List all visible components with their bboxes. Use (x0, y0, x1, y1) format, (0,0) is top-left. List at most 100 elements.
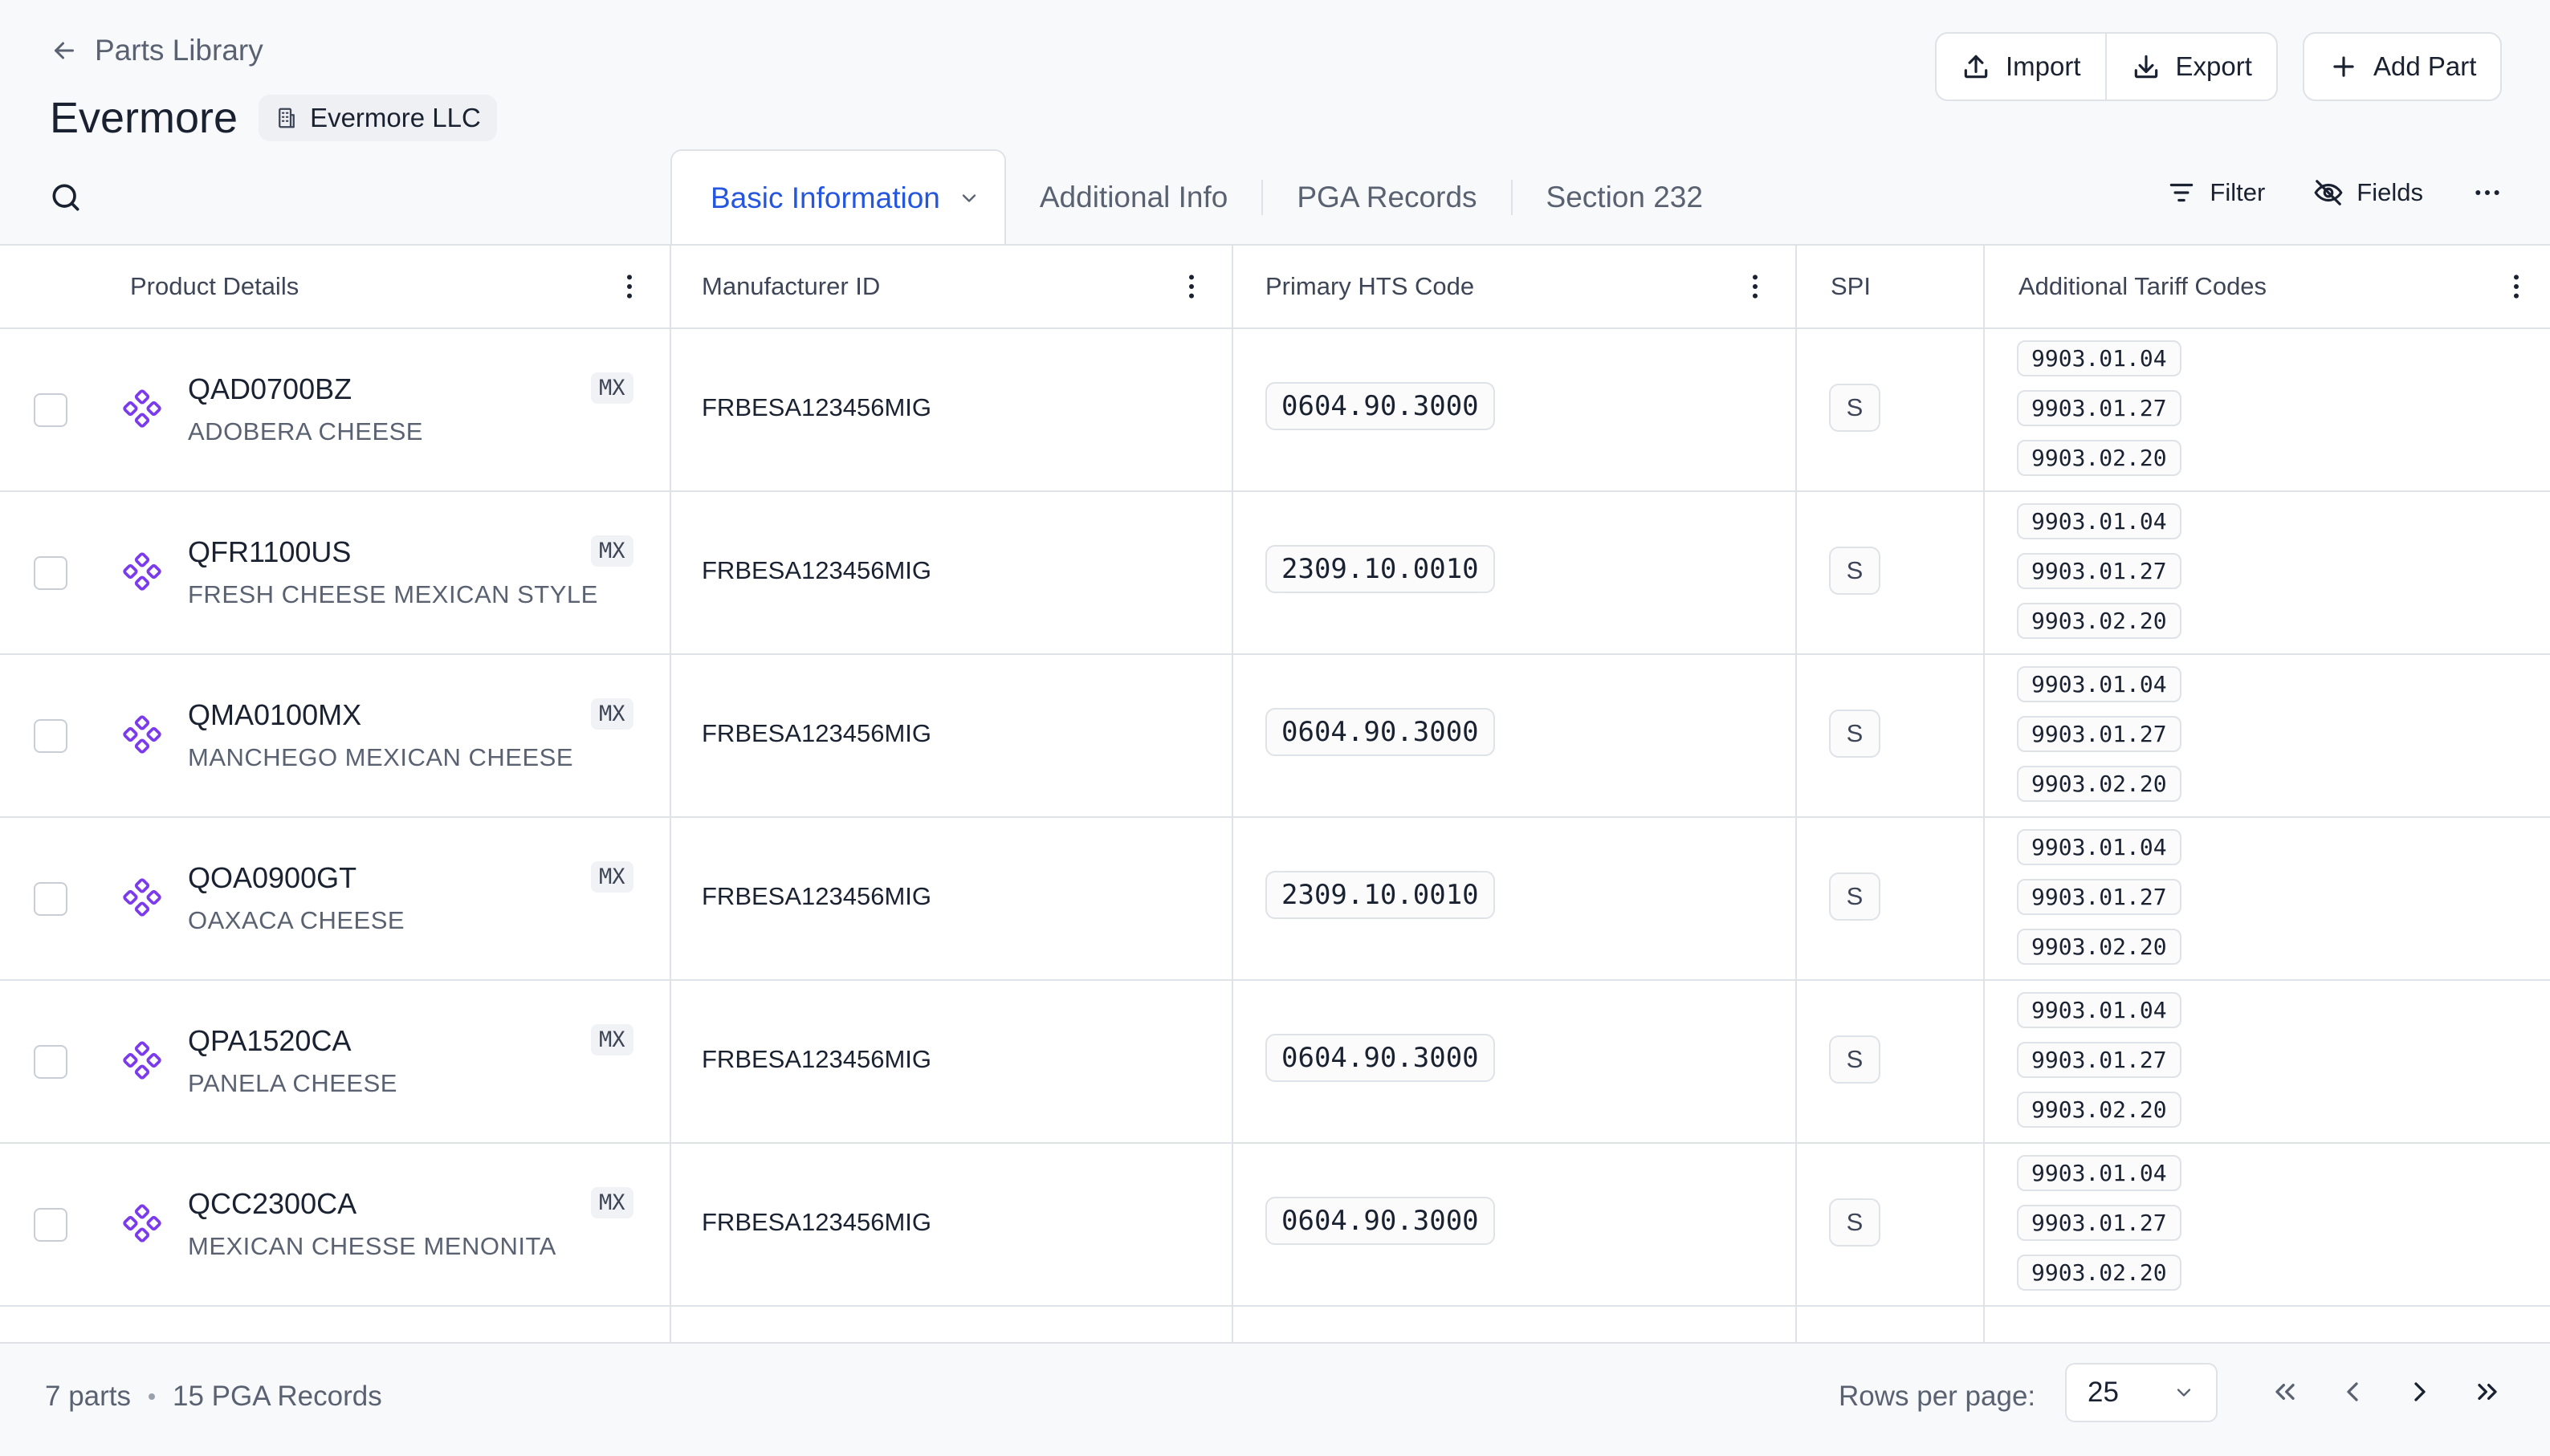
table-header: Product Details Manufacturer ID Primary … (0, 246, 2550, 329)
tab-section-232[interactable]: Section 232 (1513, 149, 1737, 246)
add-part-label: Add Part (2373, 51, 2477, 81)
row-checkbox[interactable] (34, 1045, 67, 1079)
tariff-code-chip: 9903.01.04 (2017, 992, 2181, 1028)
back-link[interactable]: Parts Library (50, 34, 263, 67)
kebab-menu-icon[interactable] (1739, 270, 1771, 303)
country-badge: MX (591, 698, 633, 730)
search-icon[interactable] (48, 180, 84, 215)
column-label: SPI (1831, 272, 1871, 300)
column-divider (1795, 246, 1797, 1344)
spi-chip: S (1829, 1035, 1880, 1084)
export-label: Export (2175, 51, 2252, 81)
column-header-spi[interactable]: SPI (1831, 246, 1983, 327)
rows-per-page-select[interactable]: 25 (2065, 1363, 2218, 1422)
fields-label: Fields (2357, 178, 2423, 206)
table-row[interactable]: QAD0700BZ ADOBERA CHEESE MX FRBESA123456… (0, 327, 2550, 492)
manufacturer-id: FRBESA123456MIG (702, 393, 932, 421)
chevron-left-icon[interactable] (2336, 1376, 2369, 1408)
part-number[interactable]: QMA0100MX (188, 698, 362, 731)
table-footer: 7 parts 15 PGA Records Rows per page: 25 (0, 1342, 2550, 1456)
tariff-code-chip: 9903.02.20 (2017, 1255, 2181, 1291)
row-checkbox[interactable] (34, 393, 67, 427)
hts-code-chip: 0604.90.3000 (1265, 1034, 1495, 1082)
table-row[interactable]: QFR1100US FRESH CHEESE MEXICAN STYLE MX … (0, 490, 2550, 655)
table-row[interactable]: QPA1520CA PANELA CHEESE MX FRBESA123456M… (0, 979, 2550, 1144)
filter-button[interactable]: Filter (2166, 177, 2265, 208)
arrow-left-icon (55, 42, 74, 59)
import-button[interactable]: Import (1937, 34, 2105, 100)
hts-code-chip: 0604.90.3000 (1265, 1197, 1495, 1245)
part-number[interactable]: QPA1520CA (188, 1024, 352, 1057)
product-icon (123, 1204, 161, 1242)
part-number[interactable]: QFR1100US (188, 535, 352, 568)
tariff-code-chip: 9903.02.20 (2017, 929, 2181, 965)
manufacturer-id: FRBESA123456MIG (702, 719, 932, 747)
parts-count: 7 parts (45, 1381, 131, 1412)
manufacturer-id: FRBESA123456MIG (702, 1208, 932, 1236)
table-row[interactable]: QOA0900GT OAXACA CHEESE MX FRBESA123456M… (0, 816, 2550, 981)
column-label: Additional Tariff Codes (2018, 272, 2267, 300)
column-divider (1232, 246, 1233, 1344)
company-badge: Evermore LLC (259, 95, 497, 141)
part-number[interactable]: QOA0900GT (188, 861, 357, 894)
more-horizontal-icon[interactable] (2471, 177, 2503, 209)
hts-code-chip: 2309.10.0010 (1265, 871, 1495, 919)
tab-basic-information[interactable]: Basic Information (670, 149, 1006, 246)
add-part-button[interactable]: Add Part (2303, 32, 2503, 101)
tariff-code-chip: 9903.01.27 (2017, 553, 2181, 589)
tab-divider (1261, 180, 1264, 215)
tab-additional-info[interactable]: Additional Info (1006, 149, 1262, 246)
country-badge: MX (591, 535, 633, 567)
part-number[interactable]: QCC2300CA (188, 1187, 357, 1220)
part-description: FRESH CHEESE MEXICAN STYLE (188, 580, 598, 608)
kebab-menu-icon[interactable] (2500, 270, 2532, 303)
chevrons-left-icon[interactable] (2269, 1376, 2301, 1408)
table-toolbar: Filter Fields (2166, 177, 2503, 209)
tariff-code-chip: 9903.01.04 (2017, 503, 2181, 539)
table-row[interactable]: QMA0100MX MANCHEGO MEXICAN CHEESE MX FRB… (0, 653, 2550, 818)
column-header-manufacturer[interactable]: Manufacturer ID (702, 246, 1232, 327)
tariff-code-chip: 9903.01.04 (2017, 1155, 2181, 1191)
column-header-hts[interactable]: Primary HTS Code (1265, 246, 1795, 327)
tariff-code-chip: 9903.02.20 (2017, 603, 2181, 639)
tariff-code-chip: 9903.01.27 (2017, 390, 2181, 426)
product-icon (123, 1041, 161, 1080)
column-header-tariff[interactable]: Additional Tariff Codes (2018, 246, 2550, 327)
tariff-code-chip: 9903.01.27 (2017, 879, 2181, 915)
rows-per-page-label: Rows per page: (1839, 1381, 2036, 1412)
country-badge: MX (591, 1187, 633, 1218)
import-label: Import (2006, 51, 2081, 81)
kebab-menu-icon[interactable] (1175, 270, 1208, 303)
hts-code-chip: 2309.10.0010 (1265, 545, 1495, 593)
hts-code-chip: 0604.90.3000 (1265, 708, 1495, 756)
export-button[interactable]: Export (2104, 34, 2276, 100)
kebab-menu-icon[interactable] (613, 270, 646, 303)
row-checkbox[interactable] (34, 556, 67, 590)
column-header-product[interactable]: Product Details (130, 246, 670, 327)
tab-divider (1510, 180, 1513, 215)
tariff-code-chip: 9903.02.20 (2017, 1092, 2181, 1128)
tariff-code-chip: 9903.01.04 (2017, 340, 2181, 376)
spi-chip: S (1829, 547, 1880, 595)
row-checkbox[interactable] (34, 1208, 67, 1242)
manufacturer-id: FRBESA123456MIG (702, 1045, 932, 1073)
table-row[interactable]: QCC2300CA MEXICAN CHESSE MENONITA MX FRB… (0, 1142, 2550, 1307)
row-checkbox[interactable] (34, 882, 67, 916)
chevron-right-icon[interactable] (2404, 1376, 2436, 1408)
rows-per-page-value: 25 (2088, 1377, 2119, 1408)
tab-label: PGA Records (1297, 181, 1477, 214)
country-badge: MX (591, 861, 633, 893)
tab-pga-records[interactable]: PGA Records (1263, 149, 1510, 246)
parts-table: Product Details Manufacturer ID Primary … (0, 244, 2550, 1344)
part-number[interactable]: QAD0700BZ (188, 372, 352, 405)
row-checkbox[interactable] (34, 719, 67, 753)
chevron-down-icon (2177, 1389, 2191, 1397)
plus-icon (2333, 56, 2354, 77)
fields-button[interactable]: Fields (2313, 177, 2423, 208)
column-divider (670, 246, 671, 1344)
tariff-code-chip: 9903.01.27 (2017, 716, 2181, 752)
chevrons-right-icon[interactable] (2471, 1376, 2503, 1408)
table-row-partial[interactable] (0, 1305, 2550, 1344)
product-icon (123, 878, 161, 917)
tab-label: Basic Information (711, 181, 940, 214)
